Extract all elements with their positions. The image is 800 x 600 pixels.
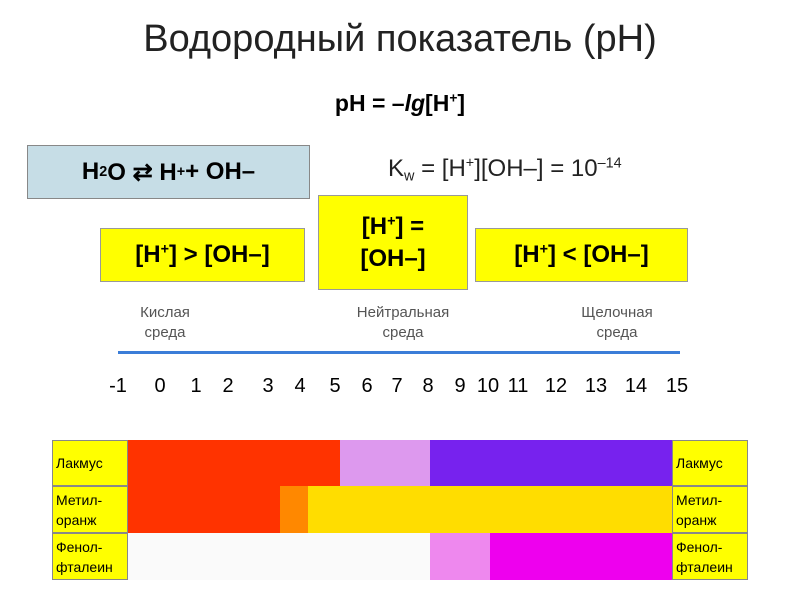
scale-number: 13 <box>584 375 608 397</box>
text: Метил- <box>676 491 723 508</box>
indicator-label: Лакмус <box>672 440 748 486</box>
text: Кислая <box>140 304 190 321</box>
scale-number: 3 <box>262 375 274 397</box>
scale-number: 12 <box>544 375 568 397</box>
scale-number: 6 <box>361 375 373 397</box>
text: + <box>539 241 549 258</box>
text: [H <box>425 90 450 116</box>
text: среда <box>144 324 186 341</box>
text: w <box>404 168 415 185</box>
scale-number: 9 <box>454 375 466 397</box>
scale-number: -1 <box>109 375 127 397</box>
band <box>127 440 340 486</box>
scale-number: 8 <box>422 375 434 397</box>
title: Водородный показатель (pH) <box>143 18 657 60</box>
scale-line <box>118 351 680 354</box>
band <box>127 533 430 580</box>
text: + <box>387 212 396 229</box>
text: фталеин <box>676 558 733 575</box>
text: 10 <box>570 155 598 182</box>
medium-label: Кислая среда <box>95 303 235 343</box>
text: фталеин <box>56 558 113 575</box>
medium-label: Нейтральная среда <box>333 303 473 343</box>
text: ] > [OH–] <box>169 241 270 268</box>
text: ] <box>457 90 466 116</box>
text: ][OH–] = <box>474 155 571 182</box>
band <box>430 533 490 580</box>
band <box>430 440 672 486</box>
text: Нейтральная <box>356 304 450 321</box>
text: + <box>449 90 458 106</box>
base-box: [H+] < [OH–] <box>475 228 688 282</box>
scale-number: 2 <box>222 375 234 397</box>
text: оранж <box>56 511 97 528</box>
text: Фенол- <box>56 538 103 555</box>
indicator-label: Лакмус <box>52 440 128 486</box>
text: O ⇄ H <box>107 158 177 186</box>
indicator-label: Метил-оранж <box>672 486 748 533</box>
text: Лакмус <box>676 455 723 471</box>
ph-formula: pH = –lg[H+] <box>0 90 800 117</box>
text: lg <box>404 90 426 116</box>
indicator-label: Фенол-фталеин <box>52 533 128 580</box>
band <box>308 486 672 533</box>
text: H <box>81 158 100 185</box>
neutral-box: [H+] = [OH–] <box>318 195 468 290</box>
text: [H <box>514 241 540 268</box>
medium-label: Щелочная среда <box>547 303 687 343</box>
text: [H <box>135 241 161 268</box>
band <box>280 486 308 533</box>
text: ] = [OH–] <box>360 212 426 272</box>
scale-number: 0 <box>154 375 166 397</box>
color-bands <box>127 440 672 580</box>
kw-formula: Kw = [H+][OH–] = 10–14 <box>388 152 658 186</box>
text: Фенол- <box>676 538 723 555</box>
acid-box: [H+] > [OH–] <box>100 228 305 282</box>
text: среда <box>382 324 424 341</box>
scale-number: 11 <box>507 375 529 397</box>
text: + <box>160 241 170 258</box>
scale-number: 10 <box>476 375 500 397</box>
text: = [H <box>414 155 466 182</box>
band <box>340 440 430 486</box>
scale-number: 5 <box>329 375 341 397</box>
text: Лакмус <box>56 455 103 471</box>
indicator-label: Фенол-фталеин <box>672 533 748 580</box>
text: Щелочная <box>581 304 653 321</box>
scale-number: 4 <box>294 375 306 397</box>
scale-number: 7 <box>391 375 403 397</box>
text: pH = – <box>334 90 405 116</box>
text: K <box>388 155 405 182</box>
text: ] < [OH–] <box>548 241 649 268</box>
indicator-label: Метил-оранж <box>52 486 128 533</box>
text: оранж <box>676 511 717 528</box>
text: + <box>465 155 475 172</box>
scale-number: 15 <box>665 375 689 397</box>
band <box>490 533 672 580</box>
scale-number: 14 <box>624 375 648 397</box>
text: + OH– <box>185 158 256 185</box>
text: –14 <box>597 155 622 172</box>
text: среда <box>596 324 638 341</box>
band <box>127 486 280 533</box>
text: Метил- <box>56 491 103 508</box>
scale-number: 1 <box>190 375 202 397</box>
text: [H <box>361 212 388 240</box>
